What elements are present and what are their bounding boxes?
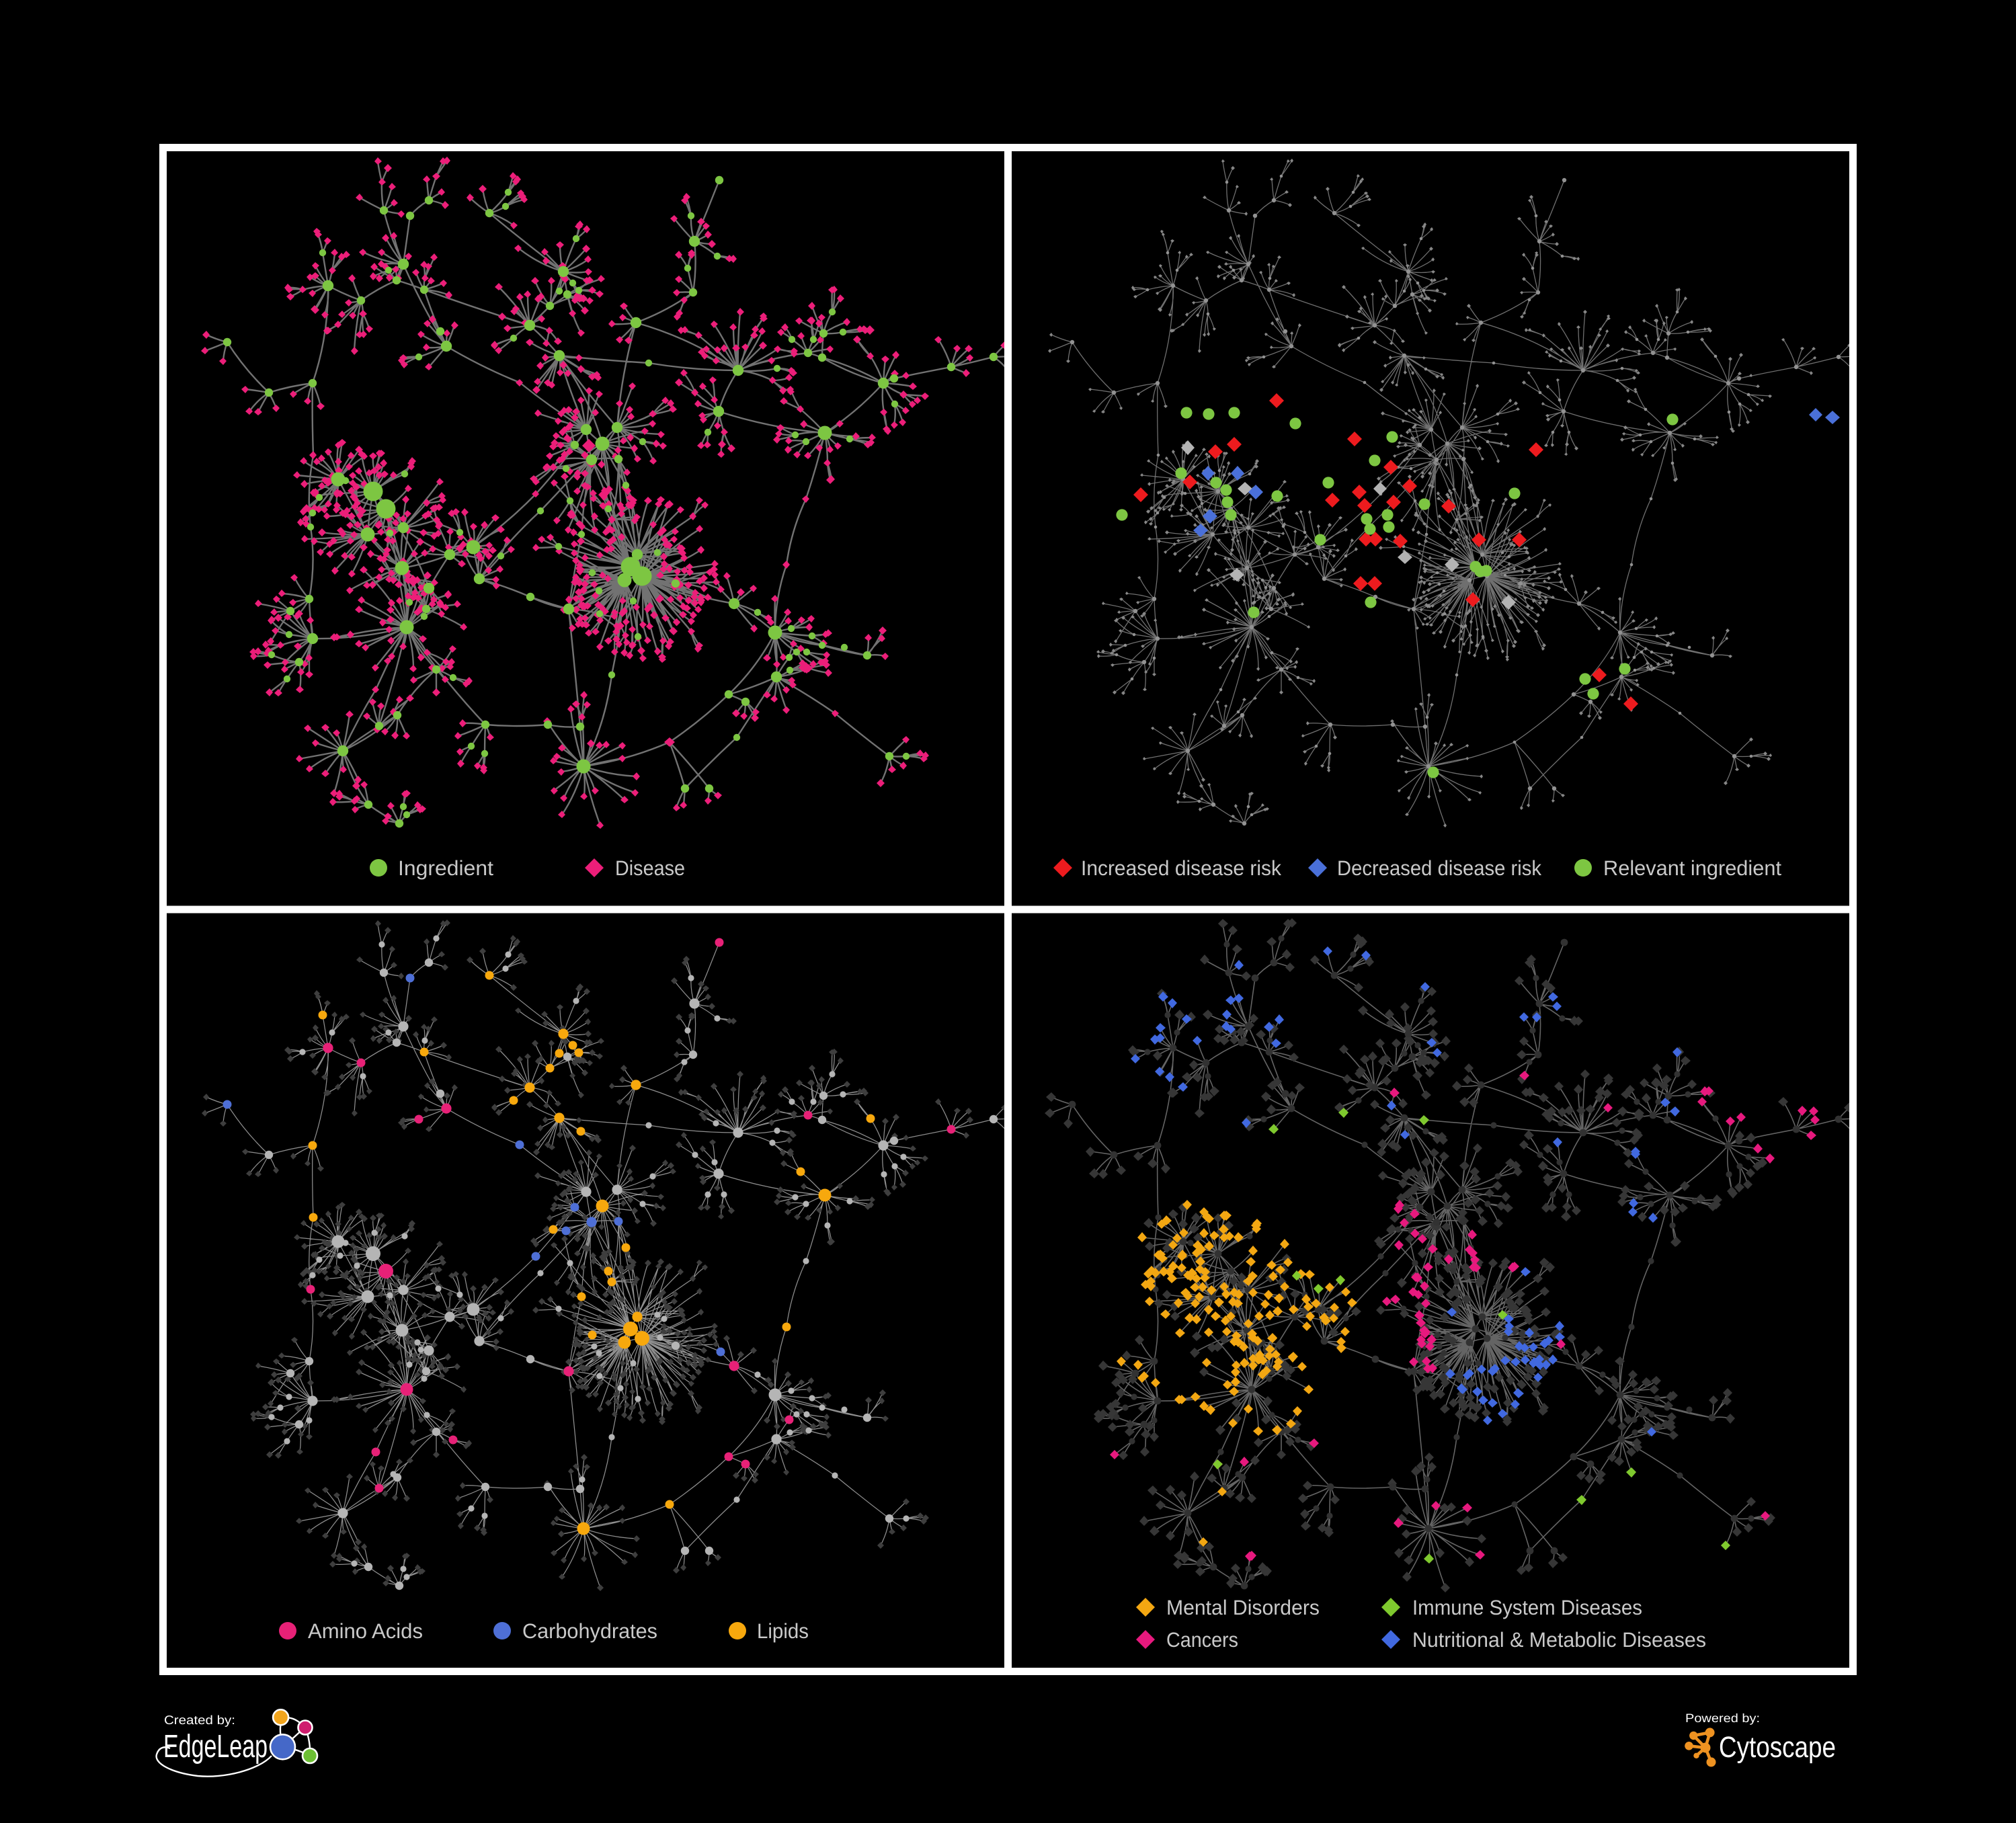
svg-text:Powered by:: Powered by:: [1685, 1711, 1760, 1725]
svg-text:Amino Acids: Amino Acids: [308, 1619, 423, 1643]
svg-text:Nutritional & Metabolic Diseas: Nutritional & Metabolic Diseases: [1412, 1628, 1706, 1652]
svg-text:Immune System Diseases: Immune System Diseases: [1412, 1596, 1642, 1619]
svg-text:Ingredient: Ingredient: [398, 856, 493, 880]
svg-text:Relevant ingredient: Relevant ingredient: [1603, 856, 1781, 880]
svg-text:Mental Disorders: Mental Disorders: [1166, 1596, 1320, 1619]
svg-text:Decreased disease risk: Decreased disease risk: [1337, 856, 1541, 880]
svg-text:Cancers: Cancers: [1166, 1628, 1238, 1652]
svg-text:Increased disease risk: Increased disease risk: [1081, 856, 1281, 880]
svg-text:Cytoscape: Cytoscape: [1719, 1731, 1836, 1764]
svg-text:EdgeLeap: EdgeLeap: [163, 1729, 268, 1765]
svg-text:Lipids: Lipids: [757, 1619, 809, 1643]
svg-text:Disease: Disease: [615, 856, 685, 880]
svg-text:Created by:: Created by:: [164, 1713, 235, 1727]
svg-text:Carbohydrates: Carbohydrates: [522, 1619, 657, 1643]
